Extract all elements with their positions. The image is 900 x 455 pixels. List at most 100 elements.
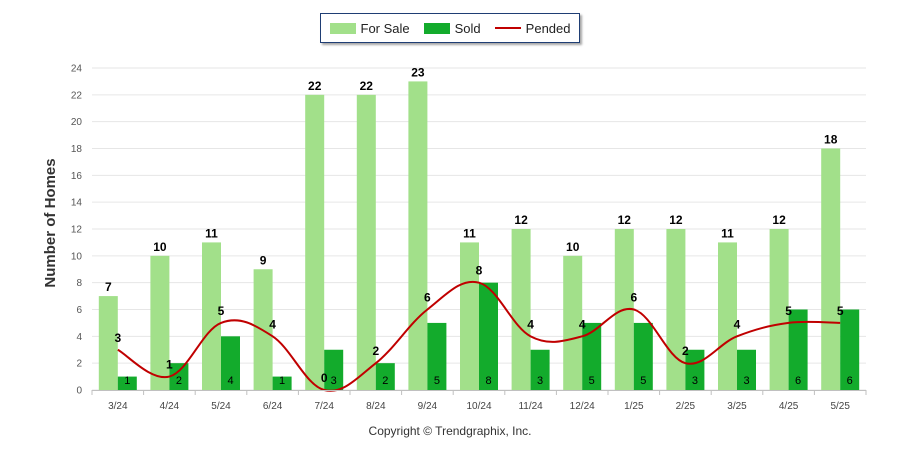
data-label-pended: 5 — [218, 304, 225, 318]
legend-item-for-sale[interactable]: For Sale — [329, 20, 410, 36]
data-label-sold: 2 — [176, 375, 182, 387]
bar-sold — [324, 349, 344, 390]
bar-sold — [788, 309, 808, 390]
for-sale-swatch-icon — [329, 22, 356, 34]
data-label-sold: 8 — [485, 375, 491, 387]
legend-label-sold: Sold — [454, 20, 481, 36]
data-label-sold: 1 — [279, 375, 285, 387]
x-tick-label: 1/25 — [624, 401, 644, 412]
bar-for-sale — [511, 229, 531, 390]
bar-sold — [582, 322, 602, 390]
x-tick-label: 6/24 — [263, 401, 283, 412]
bar-for-sale — [769, 229, 789, 390]
y-tick-label: 18 — [71, 144, 83, 155]
bar-sold — [633, 322, 653, 390]
legend-label-pended: Pended — [525, 20, 571, 36]
legend: For Sale Sold Pended — [320, 13, 580, 43]
bar-sold — [375, 363, 395, 390]
data-label-pended: 8 — [476, 264, 483, 278]
bar-sold — [530, 349, 550, 390]
sold-swatch-icon — [423, 22, 450, 34]
data-label-pended: 4 — [734, 317, 741, 331]
x-tick-label: 2/25 — [676, 401, 696, 412]
data-label-pended: 2 — [682, 344, 689, 358]
data-label-sold: 1 — [124, 375, 130, 387]
bar-sold — [272, 376, 292, 390]
pended-line-swatch-icon — [494, 27, 521, 29]
bar-sold — [840, 309, 860, 390]
pended-line — [117, 280, 841, 392]
x-tick-label: 3/25 — [727, 401, 747, 412]
data-label-sold: 5 — [640, 375, 646, 387]
y-tick-label: 4 — [76, 332, 82, 343]
y-tick-label: 14 — [71, 198, 83, 209]
y-axis-title: Number of Homes — [42, 158, 59, 287]
data-label-for-sale: 12 — [514, 213, 528, 227]
data-label-sold: 4 — [227, 375, 233, 387]
bar-for-sale — [150, 255, 170, 390]
data-label-pended: 0 — [321, 371, 328, 385]
y-tick-label: 8 — [76, 278, 82, 289]
legend-label-for-sale: For Sale — [360, 20, 410, 36]
data-label-for-sale: 12 — [669, 213, 683, 227]
data-label-pended: 1 — [166, 358, 173, 372]
bar-for-sale — [563, 255, 583, 390]
bar-sold — [117, 376, 137, 390]
x-tick-label: 11/24 — [518, 401, 543, 412]
data-label-pended: 5 — [837, 304, 844, 318]
data-label-pended: 4 — [579, 317, 586, 331]
y-tick-label: 24 — [71, 64, 83, 75]
y-tick-label: 10 — [71, 251, 83, 262]
bar-for-sale — [666, 229, 686, 390]
x-axis: 3/24 4/24 5/24 6/24 7/24 8/24 9/24 10/24 11/24 12… — [91, 390, 867, 412]
x-tick-label: 5/25 — [830, 401, 850, 412]
x-tick-label: 7/24 — [314, 401, 334, 412]
data-label-for-sale: 10 — [153, 240, 167, 254]
legend-item-sold[interactable]: Sold — [423, 20, 481, 36]
data-label-for-sale: 12 — [772, 213, 786, 227]
data-label-for-sale: 11 — [463, 226, 476, 240]
data-label-pended: 4 — [527, 317, 534, 331]
bar-for-sale — [821, 148, 841, 390]
y-tick-label: 16 — [71, 171, 83, 182]
legend-item-pended[interactable]: Pended — [494, 20, 571, 36]
x-tick-label: 5/24 — [211, 401, 231, 412]
y-tick-label: 2 — [76, 359, 82, 370]
data-label-sold: 5 — [589, 375, 595, 387]
x-tick-label: 10/24 — [466, 401, 491, 412]
data-label-sold: 6 — [847, 375, 853, 387]
data-label-for-sale: 11 — [721, 226, 734, 240]
y-tick-label: 22 — [71, 90, 83, 101]
data-label-for-sale: 7 — [105, 280, 112, 294]
data-label-sold: 3 — [331, 375, 337, 387]
data-label-for-sale: 12 — [618, 213, 632, 227]
y-tick-label: 6 — [76, 305, 82, 316]
data-label-sold: 3 — [692, 375, 698, 387]
data-label-sold: 2 — [382, 375, 388, 387]
data-label-pended: 5 — [785, 304, 792, 318]
bar-for-sale — [718, 242, 737, 390]
data-label-sold: 5 — [434, 375, 440, 387]
bar-sold — [427, 322, 447, 390]
bar-sold — [479, 282, 498, 390]
x-tick-label: 4/24 — [160, 401, 180, 412]
data-label-sold: 3 — [537, 375, 543, 387]
bar-sold — [685, 349, 705, 390]
data-label-pended: 2 — [372, 344, 379, 358]
data-label-pended: 6 — [630, 291, 637, 305]
y-tick-label: 12 — [71, 225, 83, 236]
data-label-pended: 6 — [424, 291, 431, 305]
x-tick-label: 4/25 — [779, 401, 799, 412]
bar-sold — [737, 349, 756, 390]
pended-line-path — [117, 280, 841, 392]
data-label-pended: 3 — [114, 331, 121, 345]
data-label-sold: 3 — [743, 375, 749, 387]
x-tick-label: 9/24 — [418, 401, 438, 412]
bar-sold — [221, 336, 240, 390]
bar-for-sale — [98, 296, 118, 390]
data-label-for-sale: 9 — [260, 253, 267, 267]
bar-for-sale — [408, 81, 428, 391]
